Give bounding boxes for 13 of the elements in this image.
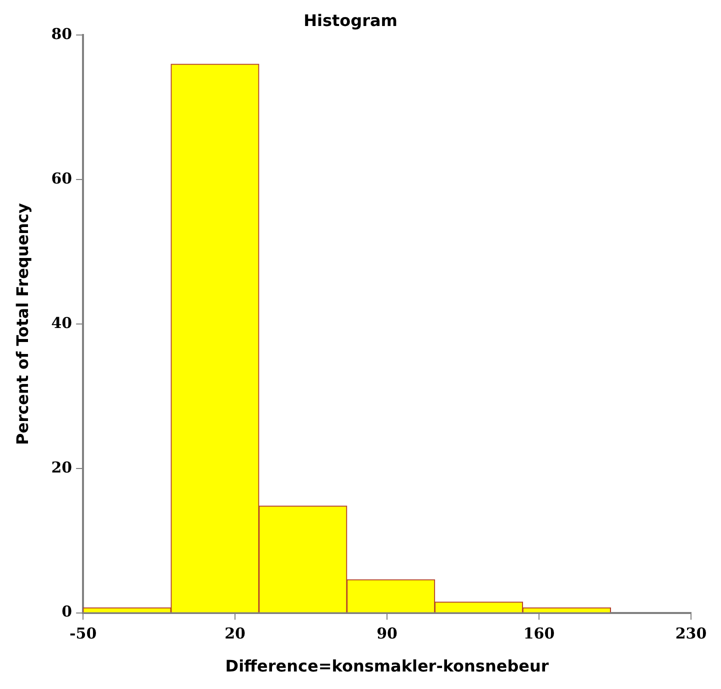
y-tick-label: 60 bbox=[51, 169, 72, 188]
x-tick-label: 160 bbox=[523, 624, 555, 643]
x-tick-label: 90 bbox=[376, 624, 398, 643]
x-tick-label: 20 bbox=[224, 624, 246, 643]
x-tick-label: 230 bbox=[675, 624, 707, 643]
y-axis-title: Percent of Total Frequency bbox=[12, 202, 32, 445]
y-tick-label: 20 bbox=[51, 458, 72, 476]
x-tick-label: -50 bbox=[70, 624, 97, 643]
y-tick-label: 0 bbox=[62, 602, 72, 621]
y-tick-label: 80 bbox=[51, 25, 72, 44]
x-axis-title: Difference=konsmakler-konsnebeur bbox=[225, 656, 549, 676]
chart-title: Histogram bbox=[304, 10, 398, 30]
y-tick-label: 40 bbox=[51, 314, 72, 332]
